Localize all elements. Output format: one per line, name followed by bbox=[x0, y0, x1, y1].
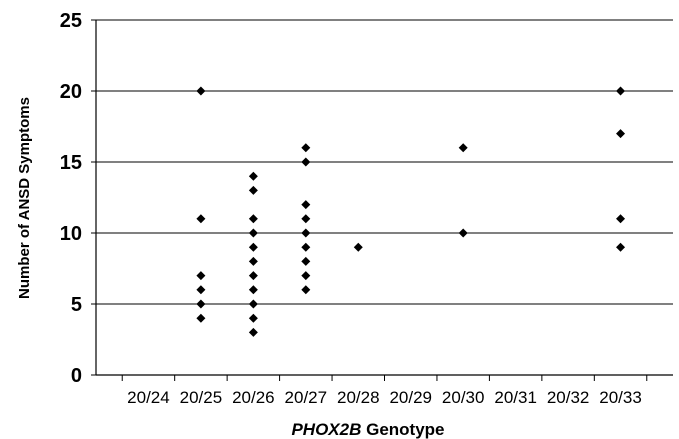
y-tick-label: 25 bbox=[60, 10, 82, 32]
data-point bbox=[301, 242, 311, 252]
data-points bbox=[196, 86, 626, 337]
y-axis-label: Number of ANSD Symptoms bbox=[16, 97, 33, 299]
data-point bbox=[248, 313, 258, 323]
data-point bbox=[458, 143, 468, 153]
data-point bbox=[248, 171, 258, 181]
data-point bbox=[301, 271, 311, 281]
x-tick-label: 20/32 bbox=[547, 388, 590, 407]
data-point bbox=[301, 143, 311, 153]
x-tick-label: 20/29 bbox=[389, 388, 432, 407]
data-point bbox=[301, 214, 311, 224]
x-tick-label: 20/28 bbox=[337, 388, 380, 407]
data-point bbox=[301, 157, 311, 167]
x-axis-label-rest: Genotype bbox=[361, 420, 444, 439]
x-axis-label-gene: PHOX2B bbox=[291, 420, 361, 439]
data-point bbox=[616, 86, 626, 96]
data-point bbox=[353, 242, 363, 252]
data-point bbox=[616, 214, 626, 224]
data-point bbox=[301, 256, 311, 266]
data-point bbox=[196, 313, 206, 323]
data-point bbox=[248, 185, 258, 195]
data-point bbox=[248, 327, 258, 337]
grid-lines bbox=[96, 19, 673, 305]
data-point bbox=[248, 271, 258, 281]
x-tick-label: 20/27 bbox=[285, 388, 328, 407]
y-tick-label: 0 bbox=[71, 365, 82, 387]
data-point bbox=[301, 228, 311, 238]
y-tick-label: 10 bbox=[60, 223, 82, 245]
data-point bbox=[301, 200, 311, 210]
data-point bbox=[248, 285, 258, 295]
data-point bbox=[616, 242, 626, 252]
data-point bbox=[196, 86, 206, 96]
axes bbox=[91, 19, 673, 381]
data-point bbox=[301, 285, 311, 295]
data-point bbox=[248, 214, 258, 224]
data-point bbox=[248, 228, 258, 238]
x-tick-label: 20/25 bbox=[180, 388, 223, 407]
x-tick-labels: 20/24 20/25 20/26 20/27 20/28 20/29 20/30 20/31… bbox=[127, 388, 642, 407]
data-point bbox=[458, 228, 468, 238]
data-point bbox=[248, 299, 258, 309]
y-tick-label: 5 bbox=[71, 294, 82, 316]
x-tick-label: 20/24 bbox=[127, 388, 170, 407]
x-tick-label: 20/31 bbox=[494, 388, 537, 407]
x-tick-label: 20/30 bbox=[442, 388, 485, 407]
x-tick-label: 20/33 bbox=[599, 388, 642, 407]
y-tick-label: 20 bbox=[60, 81, 82, 103]
x-axis-label: PHOX2B Genotype bbox=[291, 420, 444, 439]
x-tick-label: 20/26 bbox=[232, 388, 275, 407]
data-point bbox=[196, 214, 206, 224]
data-point bbox=[196, 285, 206, 295]
y-tick-label: 15 bbox=[60, 152, 82, 174]
data-point bbox=[248, 256, 258, 266]
data-point bbox=[196, 299, 206, 309]
data-point bbox=[248, 242, 258, 252]
data-point bbox=[196, 271, 206, 281]
data-point bbox=[616, 129, 626, 139]
y-tick-labels: 0 5 10 15 20 25 bbox=[60, 10, 82, 387]
